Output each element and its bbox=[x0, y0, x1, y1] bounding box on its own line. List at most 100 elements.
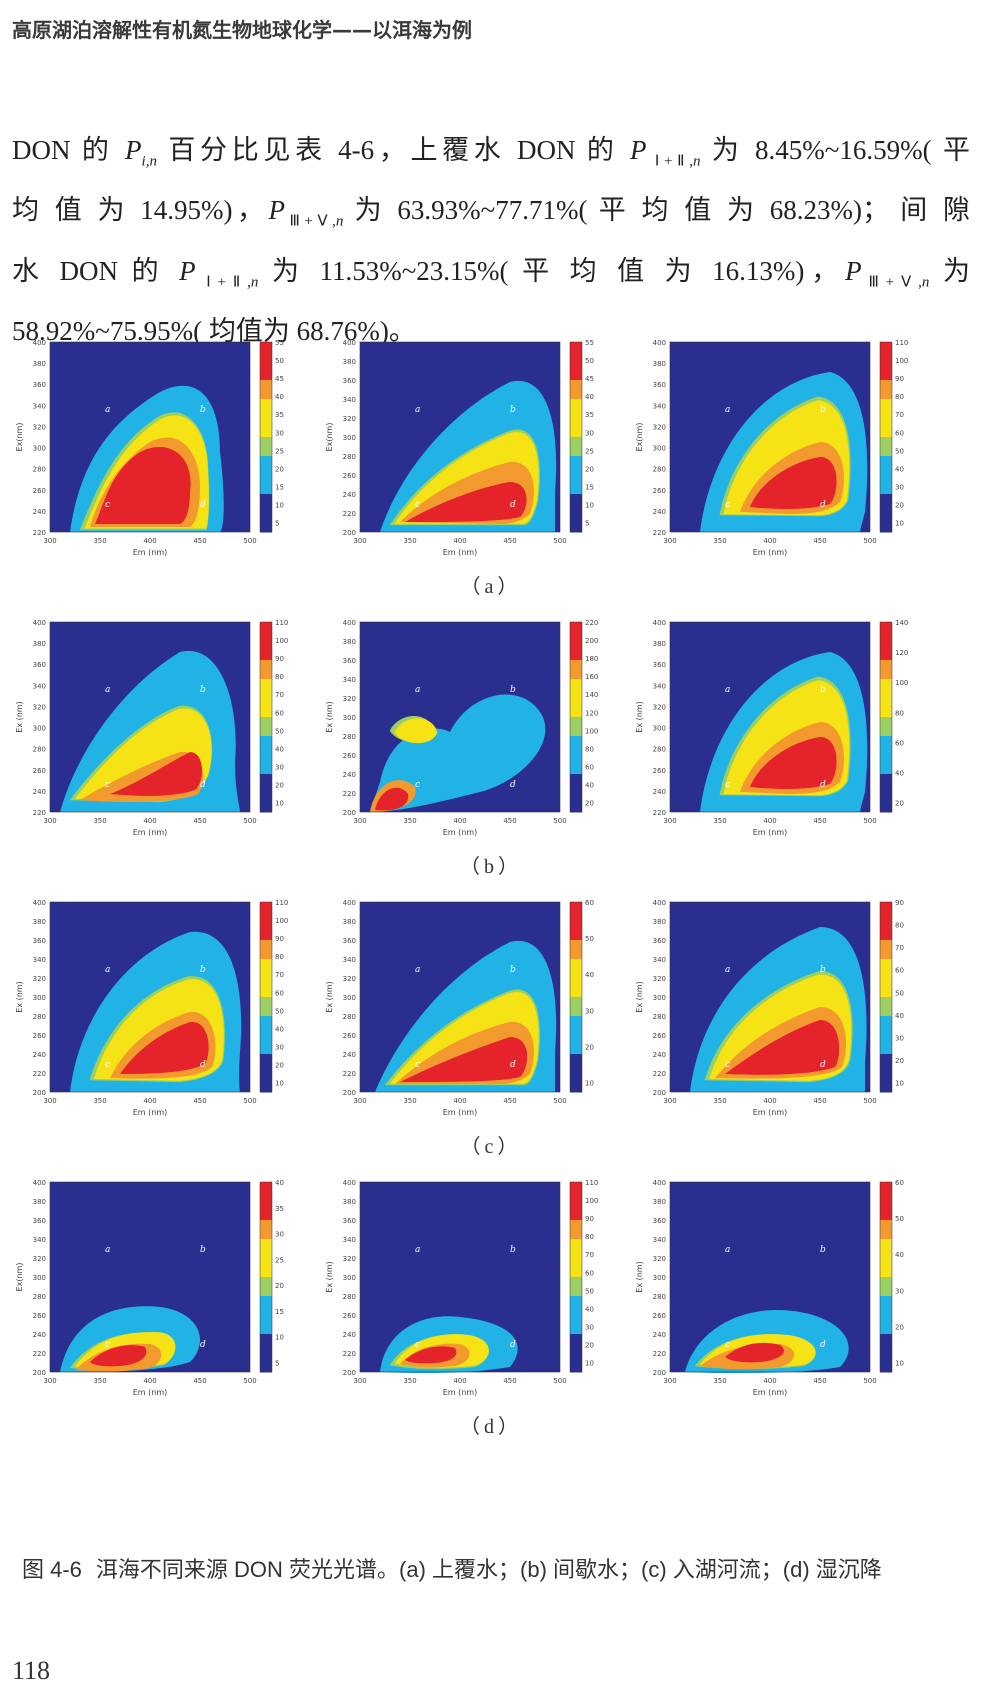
colorbar-frame bbox=[259, 1181, 273, 1373]
y-tick-label: 340 bbox=[653, 956, 666, 964]
y-tick-label: 360 bbox=[653, 661, 666, 669]
peak-marker: a bbox=[725, 685, 730, 695]
y-tick-label: 200 bbox=[343, 809, 356, 817]
y-tick-label: 200 bbox=[653, 1369, 666, 1377]
x-axis-label: Em (nm) bbox=[443, 1388, 478, 1397]
colorbar-segment bbox=[260, 1296, 272, 1316]
colorbar-tick-label: 10 bbox=[275, 1334, 284, 1342]
x-tick-label: 450 bbox=[193, 817, 206, 825]
y-axis-label: Ex (nm) bbox=[635, 701, 644, 732]
colorbar-tick-label: 40 bbox=[585, 1305, 594, 1313]
colorbar-tick-label: 50 bbox=[895, 989, 904, 997]
colorbar-segment bbox=[570, 921, 582, 941]
colorbar-tick-label: 80 bbox=[275, 673, 284, 681]
colorbar-tick-label: 30 bbox=[275, 1231, 284, 1239]
y-tick-label: 280 bbox=[343, 1013, 356, 1021]
y-tick-label: 300 bbox=[653, 725, 666, 733]
y-tick-label: 300 bbox=[343, 994, 356, 1002]
x-tick-label: 300 bbox=[663, 537, 676, 545]
contour-level-peak bbox=[120, 1021, 209, 1074]
colorbar-segment bbox=[570, 641, 582, 661]
colorbar-segment bbox=[570, 774, 582, 794]
figure-caption-text: 洱海不同来源 DON 荧光光谱。(a) 上覆水；(b) 间歇水；(c) 入湖河流… bbox=[95, 1557, 882, 1582]
colorbar-tick-label: 20 bbox=[895, 800, 904, 808]
colorbar-tick-label: 60 bbox=[895, 429, 904, 437]
y-tick-label: 360 bbox=[653, 381, 666, 389]
colorbar-segment bbox=[570, 997, 582, 1017]
y-tick-label: 220 bbox=[343, 1350, 356, 1358]
peak-marker: d bbox=[200, 1060, 206, 1070]
y-tick-label: 320 bbox=[343, 415, 356, 423]
colorbar-segment bbox=[880, 1016, 892, 1036]
colorbar-segment bbox=[570, 437, 582, 457]
colorbar-segment bbox=[570, 1296, 582, 1316]
colorbar-segment bbox=[880, 494, 892, 514]
page-number: 118 bbox=[12, 1656, 51, 1685]
colorbar-segment bbox=[880, 755, 892, 775]
colorbar-segment bbox=[880, 1073, 892, 1093]
colorbar-segment bbox=[570, 494, 582, 514]
peak-marker: c bbox=[725, 1340, 730, 1350]
peak-marker: b bbox=[510, 1245, 516, 1255]
colorbar-tick-label: 40 bbox=[275, 393, 284, 401]
eem-panel: a b c d 400 380 360 340 320 300 280 260 240 220 Ex (nm… bbox=[632, 618, 932, 858]
paragraph-line: DON 的 Pi,n 百分比见表 4-6，上覆水 DON 的 P Ⅰ+Ⅱ,n 为… bbox=[12, 135, 970, 170]
x-tick-label: 350 bbox=[713, 1377, 726, 1385]
y-tick-label: 300 bbox=[33, 725, 46, 733]
colorbar-segment bbox=[880, 679, 892, 699]
peak-marker: d bbox=[200, 780, 206, 790]
colorbar-segment bbox=[260, 1277, 272, 1297]
y-tick-label: 320 bbox=[33, 975, 46, 983]
y-tick-label: 360 bbox=[33, 937, 46, 945]
colorbar-segment bbox=[880, 342, 892, 362]
y-tick-label: 340 bbox=[343, 676, 356, 684]
x-tick-label: 500 bbox=[863, 1097, 876, 1105]
x-tick-label: 400 bbox=[143, 817, 156, 825]
y-tick-label: 400 bbox=[343, 1179, 356, 1187]
x-axis-label: Em (nm) bbox=[753, 828, 788, 837]
colorbar-segment bbox=[570, 361, 582, 381]
colorbar-segment bbox=[570, 399, 582, 419]
colorbar-segment bbox=[570, 380, 582, 400]
x-tick-label: 450 bbox=[193, 1377, 206, 1385]
peak-marker: b bbox=[820, 965, 826, 975]
x-tick-label: 500 bbox=[243, 1097, 256, 1105]
x-tick-label: 450 bbox=[193, 1097, 206, 1105]
colorbar-tick-label: 25 bbox=[275, 1256, 284, 1264]
colorbar-segment bbox=[570, 1277, 582, 1297]
colorbar-segment bbox=[880, 774, 892, 794]
x-tick-label: 400 bbox=[453, 537, 466, 545]
y-tick-label: 280 bbox=[33, 466, 46, 474]
x-tick-label: 400 bbox=[143, 1097, 156, 1105]
colorbar-tick-label: 5 bbox=[585, 520, 589, 528]
colorbar-segment bbox=[880, 1239, 892, 1259]
y-tick-label: 220 bbox=[343, 1070, 356, 1078]
colorbar-segment bbox=[880, 437, 892, 457]
peak-marker: d bbox=[510, 1340, 516, 1350]
colorbar-segment bbox=[880, 361, 892, 381]
colorbar-tick-label: 40 bbox=[895, 769, 904, 777]
y-tick-label: 300 bbox=[653, 445, 666, 453]
x-tick-label: 500 bbox=[553, 817, 566, 825]
colorbar-segment bbox=[570, 755, 582, 775]
x-tick-label: 450 bbox=[813, 537, 826, 545]
x-tick-label: 450 bbox=[813, 1377, 826, 1385]
colorbar-segment bbox=[260, 959, 272, 979]
y-tick-label: 380 bbox=[343, 918, 356, 926]
colorbar-tick-label: 80 bbox=[895, 709, 904, 717]
y-tick-label: 220 bbox=[653, 809, 666, 817]
peak-marker: b bbox=[820, 1245, 826, 1255]
colorbar-tick-label: 90 bbox=[585, 1215, 594, 1223]
y-tick-label: 380 bbox=[343, 1198, 356, 1206]
y-tick-label: 360 bbox=[343, 937, 356, 945]
eem-contour-plot: a b c d 400 380 360 340 320 300 280 260 240 220 200 Ex … bbox=[635, 899, 904, 1117]
peak-marker: c bbox=[415, 780, 420, 790]
contour-level-peak bbox=[400, 1037, 528, 1082]
colorbar-segment bbox=[260, 1315, 272, 1335]
colorbar-tick-label: 70 bbox=[275, 691, 284, 699]
colorbar-segment bbox=[570, 940, 582, 960]
y-tick-label: 320 bbox=[343, 1255, 356, 1263]
y-tick-label: 200 bbox=[33, 1089, 46, 1097]
colorbar-tick-label: 160 bbox=[585, 673, 598, 681]
colorbar-segment bbox=[570, 1201, 582, 1221]
